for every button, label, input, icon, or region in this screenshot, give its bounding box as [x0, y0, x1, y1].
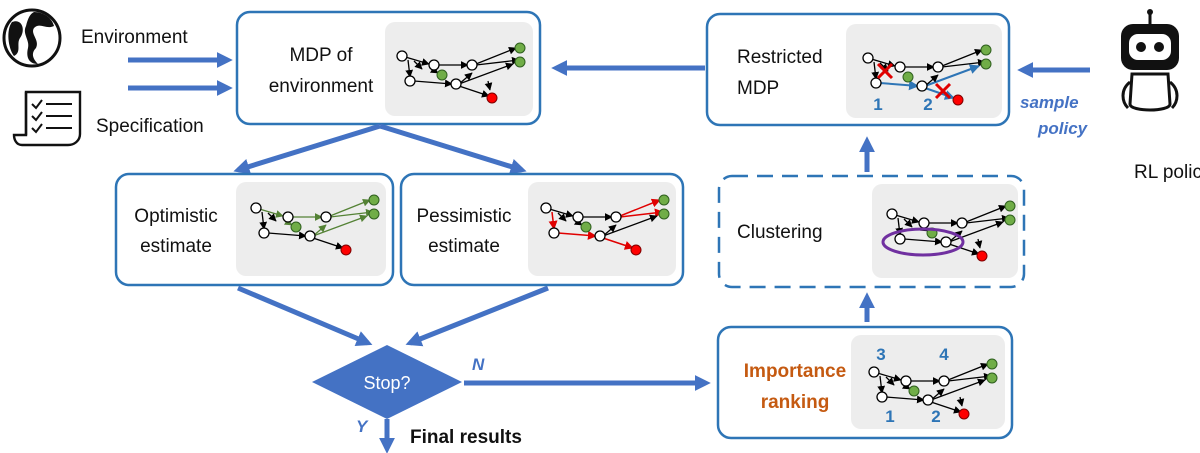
stop-decision: Stop?	[312, 345, 462, 419]
restricted-rank-2: 2	[923, 95, 932, 114]
optimistic-estimate-box: Optimistic estimate	[114, 172, 395, 287]
importance-rank-4: 4	[939, 345, 949, 364]
mdp-to-pessimistic-arrow	[379, 123, 527, 175]
specification-input: Specification	[12, 90, 204, 147]
importance-ranking-box: Importance ranking 3 4 1 2	[716, 325, 1014, 440]
stop-label: Stop?	[363, 373, 410, 393]
clustering-box: Clustering	[717, 174, 1026, 289]
rl-policy: RL policy	[1121, 9, 1200, 183]
specification-label: Specification	[96, 116, 204, 137]
importance-label-1: Importance	[744, 361, 846, 382]
scroll-icon	[12, 90, 82, 147]
pessimistic-graph	[540, 194, 670, 256]
restricted-mdp-label-1: Restricted	[737, 47, 823, 68]
restricted-mdp-box: Restricted MDP 1 2	[705, 12, 1011, 127]
optimistic-graph	[250, 194, 380, 256]
restricted-mdp-graph: 1 2	[862, 44, 992, 114]
cross-icon	[876, 62, 952, 100]
clustering-graph	[881, 200, 1016, 262]
final-results-label: Final results	[410, 427, 522, 448]
robot-icon	[1121, 9, 1179, 112]
importance-rank-2: 2	[931, 407, 940, 426]
rl-policy-label: RL policy	[1134, 162, 1200, 183]
clustering-label: Clustering	[737, 222, 823, 243]
importance-label-2: ranking	[761, 392, 830, 413]
restricted-mdp-label-2: MDP	[737, 78, 779, 99]
importance-rank-1: 1	[885, 407, 894, 426]
sample-policy-label-2: policy	[1037, 119, 1089, 138]
mdp-to-optimistic-arrow	[233, 123, 381, 175]
optimistic-to-stop-arrow	[237, 285, 373, 347]
environment-input: Environment	[2, 8, 188, 68]
optimistic-label-1: Optimistic	[134, 206, 217, 227]
sample-policy-label-1: sample	[1020, 93, 1079, 112]
optimistic-label-2: estimate	[140, 236, 212, 257]
restricted-rank-1: 1	[873, 95, 882, 114]
pessimistic-label-1: Pessimistic	[416, 206, 511, 227]
mdp-environment-label-2: environment	[269, 76, 374, 97]
pessimistic-label-2: estimate	[428, 236, 500, 257]
environment-label: Environment	[81, 27, 188, 48]
pessimistic-to-stop-arrow	[405, 285, 549, 347]
importance-rank-3: 3	[876, 345, 885, 364]
yes-label: Y	[356, 417, 369, 436]
no-label: N	[472, 355, 485, 374]
importance-graph: 3 4 1 2	[868, 345, 998, 426]
mdp-environment-label-1: MDP of	[289, 45, 353, 66]
mdp-environment-box: MDP of environment	[235, 10, 542, 126]
pessimistic-estimate-box: Pessimistic estimate	[399, 172, 685, 287]
cluster-ellipse	[881, 227, 965, 257]
globe-icon	[2, 8, 62, 68]
